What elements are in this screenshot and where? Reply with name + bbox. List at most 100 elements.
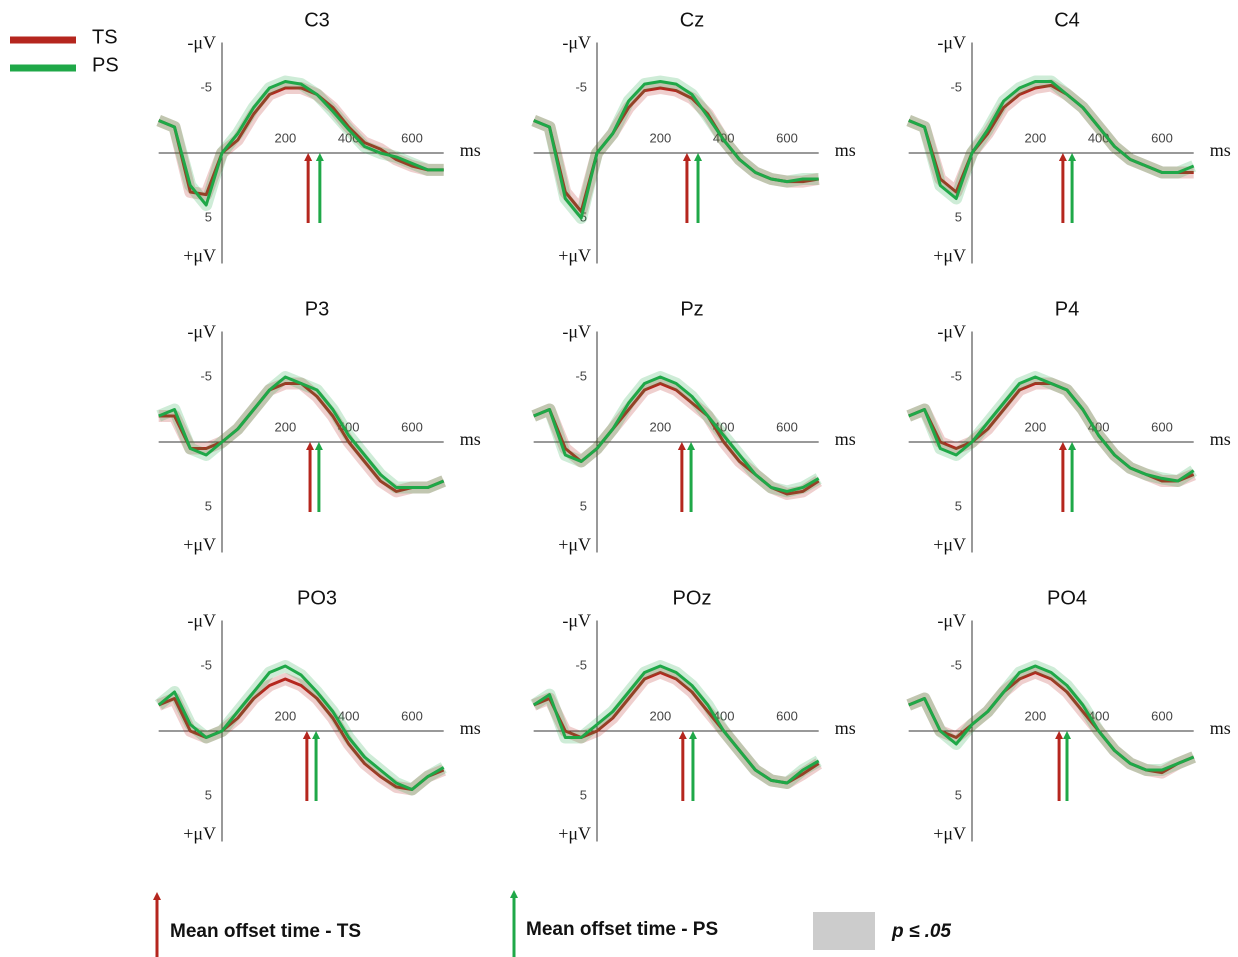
y-axis-top-label: -μV	[562, 611, 591, 631]
offset-arrow-head	[1063, 731, 1072, 739]
y-axis-bottom-label: +μV	[558, 246, 591, 266]
x-tick-label: 200	[649, 419, 671, 434]
x-axis-label: ms	[1210, 140, 1231, 160]
y-axis-bottom-label: +μV	[933, 246, 966, 266]
series-line	[158, 382, 445, 493]
x-tick-label: 600	[1151, 419, 1173, 434]
y-axis-bottom-label: +μV	[183, 824, 216, 844]
series-line	[533, 80, 819, 220]
x-tick-label: 600	[401, 419, 423, 434]
y-tick-label: 5	[580, 787, 587, 802]
x-tick-label: 600	[776, 130, 798, 145]
offset-arrow-head	[1068, 153, 1077, 161]
panel-title: PO3	[297, 587, 337, 609]
series-line	[908, 80, 1195, 200]
x-tick-label: 200	[1024, 419, 1046, 434]
x-axis-label: ms	[835, 140, 856, 160]
x-axis-label: ms	[460, 429, 481, 449]
y-tick-label: -5	[200, 368, 212, 383]
x-tick-label: 200	[649, 708, 671, 723]
offset-arrow-head	[315, 153, 324, 161]
y-axis-top-label: -μV	[187, 322, 216, 342]
y-tick-label: -5	[575, 657, 587, 672]
x-tick-label: 600	[401, 130, 423, 145]
y-axis-bottom-label: +μV	[183, 246, 216, 266]
panel-title: POz	[673, 587, 712, 609]
series-line	[157, 664, 445, 791]
offset-arrow-head	[302, 731, 311, 739]
panel-title: PO4	[1047, 587, 1087, 609]
footer-swatch	[813, 912, 875, 950]
y-axis-top-label: -μV	[937, 33, 966, 53]
offset-arrow-head	[688, 731, 697, 739]
y-axis-top-label: -μV	[937, 322, 966, 342]
x-axis-label: ms	[835, 718, 856, 738]
offset-arrow-head	[1058, 153, 1067, 161]
offset-arrow-head	[694, 153, 703, 161]
y-tick-label: 5	[955, 787, 962, 802]
series-line	[533, 375, 820, 493]
x-axis-label: ms	[460, 140, 481, 160]
y-tick-label: -5	[950, 79, 962, 94]
series-line	[908, 664, 1195, 772]
offset-arrow-head	[677, 442, 686, 450]
x-tick-label: 400	[1088, 419, 1110, 434]
series-line	[533, 671, 820, 785]
offset-arrow-head	[1058, 442, 1067, 450]
y-tick-label: 5	[955, 498, 962, 513]
x-axis-label: ms	[835, 429, 856, 449]
footer-arrow-head	[510, 890, 518, 898]
x-axis-label: ms	[460, 718, 481, 738]
y-tick-label: 5	[205, 209, 212, 224]
series-line	[533, 382, 820, 496]
offset-arrow-head	[687, 442, 696, 450]
y-tick-label: -5	[200, 79, 212, 94]
x-tick-label: 200	[274, 419, 296, 434]
panel-title: C4	[1054, 9, 1080, 31]
y-tick-label: 5	[205, 787, 212, 802]
x-tick-label: 600	[401, 708, 423, 723]
y-axis-top-label: -μV	[187, 33, 216, 53]
y-tick-label: -5	[200, 657, 212, 672]
x-tick-label: 200	[649, 130, 671, 145]
panel-title: C3	[304, 9, 330, 31]
x-axis-label: ms	[1210, 429, 1231, 449]
y-tick-label: 5	[955, 209, 962, 224]
y-tick-label: -5	[575, 368, 587, 383]
footer-arrow-head	[153, 892, 161, 900]
x-tick-label: 400	[338, 708, 360, 723]
band	[158, 377, 446, 498]
y-axis-bottom-label: +μV	[558, 535, 591, 555]
band	[531, 666, 822, 789]
series-line	[532, 664, 820, 785]
panel-title: P3	[305, 298, 329, 320]
panel-title: Pz	[680, 298, 703, 320]
y-axis-top-label: -μV	[562, 33, 591, 53]
series-line	[158, 80, 444, 207]
y-axis-bottom-label: +μV	[933, 824, 966, 844]
panel-title: Cz	[680, 9, 704, 31]
x-tick-label: 600	[1151, 130, 1173, 145]
y-axis-bottom-label: +μV	[933, 535, 966, 555]
y-axis-top-label: -μV	[937, 611, 966, 631]
offset-arrow-head	[314, 442, 323, 450]
band	[531, 82, 820, 218]
x-tick-label: 200	[274, 130, 296, 145]
offset-arrow-head	[1068, 442, 1077, 450]
y-axis-top-label: -μV	[187, 611, 216, 631]
band	[531, 377, 822, 500]
x-tick-label: 600	[1151, 708, 1173, 723]
y-axis-bottom-label: +μV	[183, 535, 216, 555]
y-tick-label: 5	[580, 498, 587, 513]
y-tick-label: 5	[205, 498, 212, 513]
legend-label: TS	[92, 26, 118, 48]
legend-label: PS	[92, 54, 119, 76]
footer-label: Mean offset time - TS	[170, 921, 361, 942]
series-line	[158, 375, 445, 489]
x-tick-label: 200	[1024, 708, 1046, 723]
series-line	[908, 375, 1195, 483]
y-tick-label: -5	[950, 368, 962, 383]
x-tick-label: 200	[274, 708, 296, 723]
x-tick-label: 200	[1024, 130, 1046, 145]
